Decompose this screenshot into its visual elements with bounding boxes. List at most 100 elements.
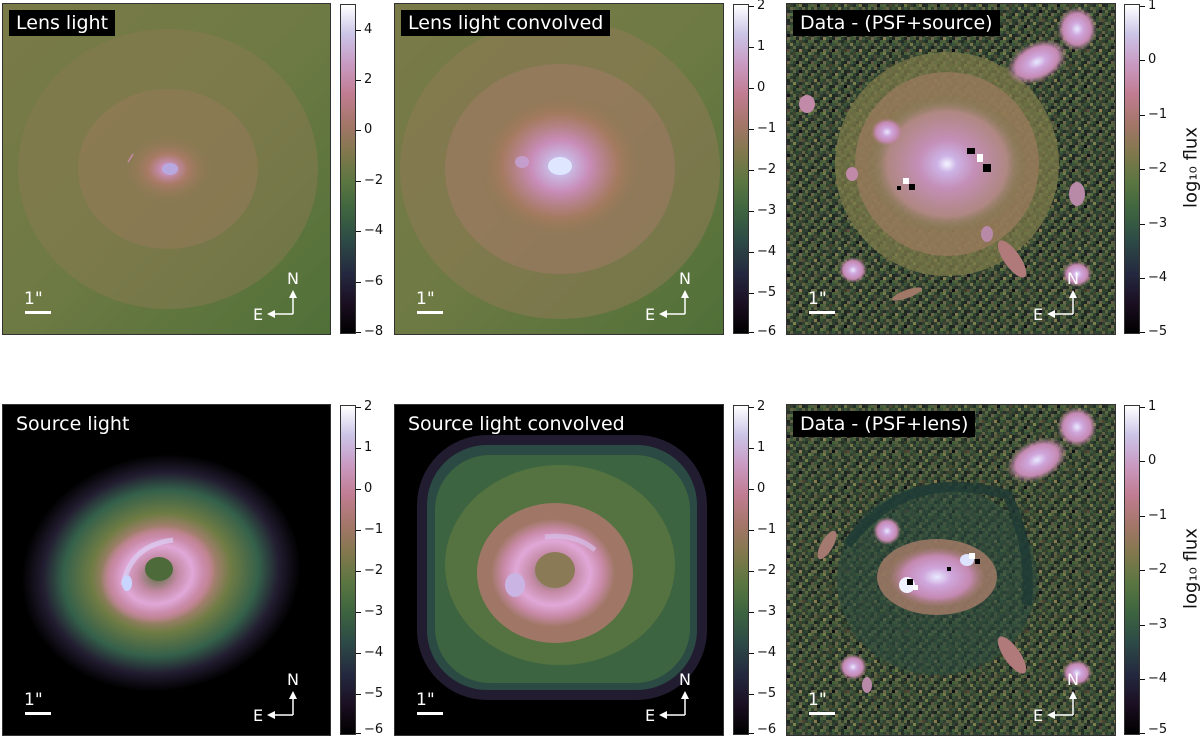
colorbar	[733, 4, 749, 334]
panel-title: Source light convolved	[408, 413, 625, 435]
tick-label: 1	[1148, 399, 1157, 414]
tick-label: 0	[757, 80, 766, 95]
scale-label: 1"	[24, 690, 43, 710]
tick-label: −1	[757, 522, 777, 537]
tick-label: −4	[757, 244, 777, 259]
tick-label: −4	[364, 223, 384, 238]
colorbar	[340, 4, 356, 334]
panel-title: Data - (PSF+lens)	[793, 411, 976, 437]
tick-label: −8	[364, 324, 384, 339]
tick-label: −3	[1148, 216, 1168, 231]
tick-label: −1	[1148, 107, 1168, 122]
tick-label: 1	[364, 440, 373, 455]
colorbar-label: log₁₀ flux	[1180, 127, 1200, 208]
tick-label: −3	[757, 604, 777, 619]
tick-label: −5	[364, 686, 384, 701]
tick-label: −5	[1148, 722, 1168, 737]
scale-label: 1"	[808, 289, 827, 309]
compass-east: E	[645, 706, 655, 725]
lens-light-convolved-image: Lens light convolved 1" N E	[394, 3, 724, 335]
tick-label: −4	[757, 645, 777, 660]
panel-title: Data - (PSF+source)	[793, 10, 1000, 36]
scale-bar	[417, 311, 443, 314]
compass-east: E	[645, 305, 655, 324]
tick-label: −2	[364, 173, 384, 188]
tick-label: 4	[364, 22, 373, 37]
tick-label: 0	[364, 481, 373, 496]
tick-label: −5	[757, 686, 777, 701]
colorbar	[340, 405, 356, 735]
tick-label: −1	[757, 121, 777, 136]
compass-east: E	[1033, 305, 1043, 324]
tick-label: 1	[757, 39, 766, 54]
tick-label: 0	[364, 122, 373, 137]
compass-north: N	[679, 670, 691, 689]
lens-light-image: Lens light 1" N E	[2, 3, 331, 335]
scale-bar	[25, 311, 51, 314]
tick-label: −5	[757, 285, 777, 300]
compass-north: N	[1067, 269, 1079, 288]
tick-label: −6	[757, 722, 777, 737]
tick-label: 2	[757, 399, 766, 414]
scale-bar	[25, 712, 51, 715]
tick-label: 2	[364, 399, 373, 414]
compass-icon: N E	[645, 670, 691, 725]
compass-east: E	[1033, 706, 1043, 725]
compass-east: E	[253, 305, 263, 324]
compass-north: N	[679, 269, 691, 288]
tick-label: 0	[1148, 453, 1157, 468]
tick-label: −2	[1148, 562, 1168, 577]
tick-label: −4	[1148, 671, 1168, 686]
tick-label: −2	[364, 563, 384, 578]
tick-label: −2	[1148, 161, 1168, 176]
data-psf-source-map	[787, 4, 1115, 334]
tick-label: −2	[757, 162, 777, 177]
panel-title: Source light	[16, 413, 130, 435]
data-psf-lens-image: Data - (PSF+lens) 1" N E	[786, 404, 1116, 736]
compass-north: N	[1067, 670, 1079, 689]
tick-label: −3	[1148, 617, 1168, 632]
lens-light-map	[3, 4, 330, 334]
source-light-map	[3, 405, 330, 735]
tick-label: 1	[1148, 0, 1157, 13]
tick-label: 2	[364, 72, 373, 87]
tick-label: 0	[1148, 52, 1157, 67]
panel-title: Lens light convolved	[401, 10, 611, 36]
tick-label: 2	[757, 0, 766, 13]
tick-label: −5	[1148, 324, 1168, 339]
compass-north: N	[287, 269, 299, 288]
compass-icon: N E	[1033, 670, 1079, 725]
tick-label: −1	[364, 522, 384, 537]
lens-light-convolved-map	[395, 4, 723, 334]
tick-label: −3	[757, 203, 777, 218]
tick-label: −4	[364, 645, 384, 660]
data-psf-lens-map	[787, 405, 1115, 735]
panel-title: Lens light	[9, 10, 116, 36]
scale-label: 1"	[416, 289, 435, 309]
tick-label: 1	[757, 440, 766, 455]
colorbar-label: log₁₀ flux	[1180, 528, 1200, 609]
scale-bar	[417, 712, 443, 715]
scale-label: 1"	[24, 289, 43, 309]
scale-bar	[809, 712, 835, 715]
compass-icon: N E	[1033, 269, 1079, 324]
tick-label: −2	[757, 563, 777, 578]
tick-label: 0	[757, 481, 766, 496]
colorbar	[733, 405, 749, 735]
tick-label: −6	[364, 722, 384, 737]
scale-label: 1"	[808, 690, 827, 710]
colorbar	[1124, 405, 1140, 735]
tick-label: −1	[1148, 508, 1168, 523]
compass-icon: N E	[645, 269, 691, 324]
source-light-image: Source light 1" N E	[2, 404, 331, 736]
data-psf-source-image: Data - (PSF+source) 1" N E	[786, 3, 1116, 335]
compass-east: E	[253, 706, 263, 725]
colorbar	[1124, 4, 1140, 334]
compass-icon: N E	[253, 269, 299, 324]
scale-bar	[809, 311, 835, 314]
source-light-convolved-image: Source light convolved 1" N E	[394, 404, 724, 736]
tick-label: −6	[757, 324, 777, 339]
source-light-convolved-map	[395, 405, 723, 735]
compass-north: N	[287, 670, 299, 689]
compass-icon: N E	[253, 670, 299, 725]
